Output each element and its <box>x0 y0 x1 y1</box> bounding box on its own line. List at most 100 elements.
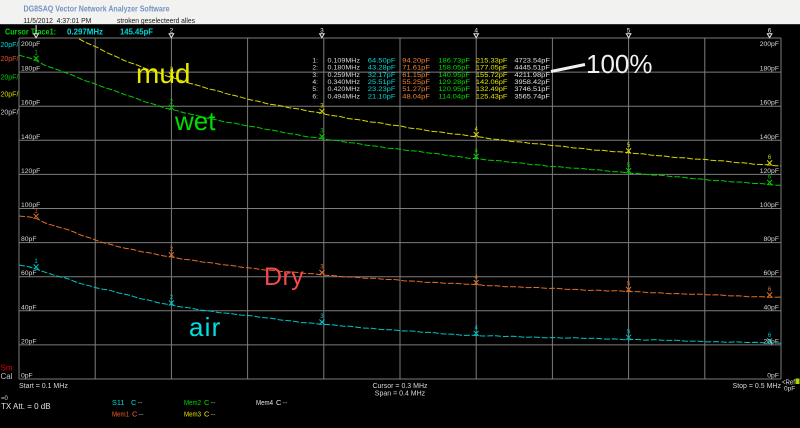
svg-text:1: 1 <box>34 259 38 265</box>
svg-text:--: -- <box>139 410 144 419</box>
svg-text:3565.74pF: 3565.74pF <box>514 93 550 100</box>
svg-text:129.28pF: 129.28pF <box>438 79 470 86</box>
svg-text:5: 5 <box>627 163 631 169</box>
svg-text:0.180MHz: 0.180MHz <box>328 65 361 72</box>
svg-text:71.61pF: 71.61pF <box>402 65 430 72</box>
svg-text:C: C <box>204 398 210 407</box>
svg-text:0.494MHz: 0.494MHz <box>328 93 361 100</box>
svg-text:--: -- <box>138 398 143 407</box>
svg-text:20pF: 20pF <box>21 338 37 345</box>
svg-text:Mem4: Mem4 <box>256 398 273 407</box>
svg-text:3:: 3: <box>312 72 318 79</box>
svg-text:40pF: 40pF <box>764 304 780 311</box>
svg-text:Stop = 0.5 MHz: Stop = 0.5 MHz <box>733 383 782 390</box>
svg-text:25.51pF: 25.51pF <box>368 79 396 86</box>
svg-text:94.20pF: 94.20pF <box>402 57 430 64</box>
svg-text:5: 5 <box>627 329 631 335</box>
svg-text:0.297MHz: 0.297MHz <box>67 27 103 37</box>
svg-text:120.95pF: 120.95pF <box>438 86 470 93</box>
svg-text:6:: 6: <box>312 93 318 100</box>
svg-text:air: air <box>189 312 222 342</box>
svg-text:20pF/: 20pF/ <box>1 56 19 63</box>
svg-text:61.15pF: 61.15pF <box>402 72 430 79</box>
svg-text:Sm: Sm <box>1 364 13 373</box>
svg-text:5: 5 <box>627 28 631 35</box>
svg-text:43.28pF: 43.28pF <box>368 65 396 72</box>
svg-text:142.06pF: 142.06pF <box>476 79 508 86</box>
svg-text:C: C <box>132 410 138 419</box>
svg-text:3958.42pF: 3958.42pF <box>514 79 550 86</box>
svg-text:Cal: Cal <box>1 372 13 381</box>
svg-text:6: 6 <box>768 175 772 181</box>
svg-text:C: C <box>276 398 282 407</box>
svg-text:180pF: 180pF <box>21 66 40 73</box>
svg-text:180pF: 180pF <box>760 66 779 73</box>
svg-text:3: 3 <box>320 265 324 271</box>
svg-text:Cursor Trace1:: Cursor Trace1: <box>5 27 56 37</box>
svg-text:11/5/2012 4:37:01 PM: 11/5/2012 4:37:01 PM <box>23 16 91 25</box>
svg-text:Mem1: Mem1 <box>112 410 129 419</box>
svg-text:stroken geselecteerd alles: stroken geselecteerd alles <box>117 16 195 25</box>
svg-text:3: 3 <box>320 129 324 135</box>
svg-text:1: 1 <box>34 51 38 57</box>
svg-text:2: 2 <box>170 247 174 253</box>
svg-text:120pF: 120pF <box>760 168 779 175</box>
svg-text:<Ref: <Ref <box>782 380 795 387</box>
svg-text:Span = 0.4 MHz: Span = 0.4 MHz <box>375 391 426 398</box>
svg-text:215.33pF: 215.33pF <box>476 57 508 64</box>
svg-text:4: 4 <box>475 275 479 281</box>
svg-text:4: 4 <box>474 28 478 35</box>
svg-text:2: 2 <box>170 28 174 35</box>
svg-text:2: 2 <box>170 67 174 73</box>
svg-text:6: 6 <box>768 155 772 161</box>
svg-text:--: -- <box>211 410 216 419</box>
svg-text:20pF/: 20pF/ <box>1 92 19 99</box>
svg-text:0pF: 0pF <box>784 386 795 393</box>
svg-text:DG8SAQ Vector Network Analyzer: DG8SAQ Vector Network Analyzer Software <box>24 5 170 14</box>
svg-text:2:: 2: <box>312 65 318 72</box>
svg-text:100pF: 100pF <box>21 202 40 209</box>
svg-text:0.420MHz: 0.420MHz <box>328 86 361 93</box>
svg-text:20pF: 20pF <box>764 338 780 345</box>
svg-text:51.27pF: 51.27pF <box>402 86 430 93</box>
svg-text:0.259MHz: 0.259MHz <box>328 72 361 79</box>
svg-text:80pF: 80pF <box>764 236 780 243</box>
svg-text:6: 6 <box>768 28 772 35</box>
svg-text:6: 6 <box>768 333 772 339</box>
svg-text:23.23pF: 23.23pF <box>368 86 396 93</box>
svg-text:--: -- <box>283 398 288 407</box>
svg-text:0.109MHz: 0.109MHz <box>328 57 361 64</box>
svg-text:3746.51pF: 3746.51pF <box>514 86 550 93</box>
svg-text:=0: =0 <box>1 396 9 402</box>
svg-text:0pF: 0pF <box>767 373 779 380</box>
svg-text:48.04pF: 48.04pF <box>402 93 430 100</box>
svg-text:55.25pF: 55.25pF <box>402 79 430 86</box>
svg-text:158.05pF: 158.05pF <box>438 65 470 72</box>
svg-text:20pF/: 20pF/ <box>1 75 19 82</box>
svg-text:Dry: Dry <box>264 263 304 291</box>
svg-text:0.340MHz: 0.340MHz <box>328 79 361 86</box>
svg-text:145.45pF: 145.45pF <box>120 27 153 37</box>
svg-text:3: 3 <box>320 104 324 110</box>
svg-text:C: C <box>131 398 137 407</box>
svg-text:20pF/: 20pF/ <box>1 110 19 117</box>
svg-text:60pF: 60pF <box>21 270 37 277</box>
svg-text:0pF: 0pF <box>21 373 33 380</box>
svg-text:2: 2 <box>170 100 174 106</box>
svg-text:132.49pF: 132.49pF <box>476 86 508 93</box>
svg-text:4:: 4: <box>312 79 318 86</box>
svg-text:177.05pF: 177.05pF <box>476 65 508 72</box>
svg-text:100%: 100% <box>586 49 653 79</box>
svg-text:4445.51pF: 4445.51pF <box>514 65 550 72</box>
svg-text:4: 4 <box>475 149 479 155</box>
svg-text:3: 3 <box>320 28 324 35</box>
svg-text:200pF: 200pF <box>21 41 40 48</box>
svg-text:wet: wet <box>174 106 216 136</box>
svg-text:5: 5 <box>627 282 631 288</box>
svg-text:--: -- <box>211 398 216 407</box>
svg-text:Cursor = 0.3 MHz: Cursor = 0.3 MHz <box>372 383 428 390</box>
svg-text:140pF: 140pF <box>760 134 779 141</box>
svg-text:160pF: 160pF <box>21 100 40 107</box>
svg-text:1:: 1: <box>312 57 318 64</box>
svg-text:140.95pF: 140.95pF <box>438 72 470 79</box>
